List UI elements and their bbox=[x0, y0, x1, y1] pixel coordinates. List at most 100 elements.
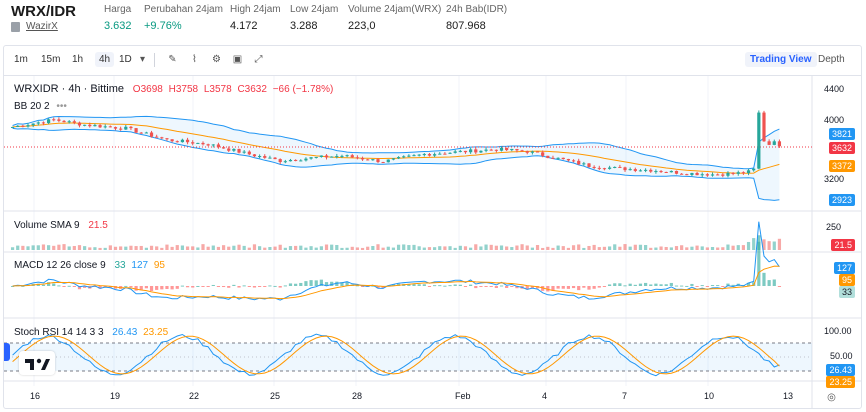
tab-trading-view[interactable]: Trading View bbox=[745, 52, 817, 67]
draw-pencil-icon[interactable]: ✎ bbox=[168, 54, 177, 65]
volume-bar bbox=[690, 246, 694, 250]
expand-panel-button[interactable] bbox=[4, 343, 10, 361]
exchange-link[interactable]: WazirX bbox=[26, 21, 58, 32]
macd-hist-bar bbox=[237, 286, 241, 288]
candle-body bbox=[149, 132, 154, 137]
volume-bar bbox=[314, 247, 318, 250]
macd-line-value: 127 bbox=[131, 260, 149, 271]
volume-bar bbox=[201, 244, 205, 250]
timeframe-1m[interactable]: 1m bbox=[14, 54, 28, 65]
candle-body bbox=[571, 160, 576, 162]
candle-body bbox=[232, 148, 236, 151]
x-axis-label: 25 bbox=[270, 391, 281, 401]
chart-panel[interactable]: 1m 15m 1h 4h 1D ▾ ✎ ⌇ ⚙ ▣ ⤢ Trading View… bbox=[3, 45, 862, 409]
macd-hist-bar bbox=[221, 286, 226, 288]
macd-hist-bar bbox=[304, 281, 308, 286]
volume-bar bbox=[170, 246, 174, 250]
macd-hist-bar bbox=[98, 286, 102, 289]
x-axis-label: 13 bbox=[783, 391, 794, 401]
candle-body bbox=[206, 144, 210, 146]
more-icon[interactable]: ••• bbox=[56, 101, 67, 112]
macd-hist-bar bbox=[268, 285, 272, 287]
candle-body bbox=[26, 125, 30, 127]
chart-toolbar: 1m 15m 1h 4h 1D ▾ ✎ ⌇ ⚙ ▣ ⤢ Trading View… bbox=[4, 46, 861, 76]
candle-body bbox=[93, 125, 97, 127]
auto-scale-icon[interactable]: ◎ bbox=[827, 392, 836, 403]
candle-body bbox=[324, 155, 329, 158]
volume-bar bbox=[211, 245, 215, 250]
save-icon[interactable]: ▣ bbox=[232, 54, 243, 65]
stoch-d-line bbox=[12, 335, 780, 375]
volume-bar bbox=[273, 246, 277, 250]
macd-hist-bar bbox=[571, 286, 576, 289]
volume-bar bbox=[674, 246, 679, 250]
volume-bar bbox=[566, 247, 571, 250]
candle-body bbox=[196, 142, 200, 144]
volume-bar bbox=[216, 246, 221, 250]
macd-hist-bar bbox=[160, 286, 164, 290]
stat-label: Low 24jam bbox=[290, 4, 339, 15]
macd-legend[interactable]: MACD 12 26 close 9 33 127 95 bbox=[14, 260, 165, 271]
macd-hist-bar bbox=[371, 285, 375, 287]
candle-body bbox=[731, 172, 735, 174]
macd-hist-bar bbox=[330, 281, 334, 286]
candle-body bbox=[227, 148, 231, 151]
bb-label: BB 20 2 bbox=[14, 101, 50, 112]
macd-hist-bar bbox=[242, 285, 246, 287]
tradingview-logo[interactable] bbox=[19, 351, 55, 375]
volume-bar bbox=[299, 245, 303, 250]
candle-body bbox=[170, 139, 174, 142]
candle-body bbox=[535, 151, 540, 153]
timeframe-1h[interactable]: 1h bbox=[72, 54, 84, 65]
x-axis-label: 19 bbox=[110, 391, 121, 401]
volume-bar bbox=[587, 245, 591, 250]
macd-hist-bar bbox=[644, 282, 648, 286]
volume-bar bbox=[252, 244, 257, 250]
x-axis-label: 7 bbox=[622, 391, 628, 401]
timeframe-4h[interactable]: 4h bbox=[95, 52, 115, 67]
x-axis-label: 16 bbox=[30, 391, 41, 401]
volume-bar bbox=[294, 245, 298, 250]
candle-body bbox=[119, 128, 123, 130]
macd-hist-bar bbox=[180, 285, 185, 287]
macd-hist-bar bbox=[474, 286, 478, 289]
bb-upper-line bbox=[12, 115, 780, 170]
volume-legend[interactable]: Volume SMA 9 21.5 bbox=[14, 220, 108, 231]
volume-bar bbox=[283, 247, 287, 250]
fullscreen-icon[interactable]: ⤢ bbox=[254, 54, 263, 65]
settings-gear-icon[interactable]: ⚙ bbox=[212, 54, 221, 65]
candle-body bbox=[319, 155, 323, 157]
timeframe-1d[interactable]: 1D bbox=[119, 54, 132, 65]
volume-bar bbox=[741, 245, 745, 250]
macd-hist-bar bbox=[283, 285, 287, 287]
volume-bar bbox=[263, 247, 267, 250]
tab-depth[interactable]: Depth bbox=[818, 54, 845, 65]
volume-bar bbox=[716, 247, 720, 250]
candle-body bbox=[72, 121, 76, 123]
candle-body bbox=[314, 156, 318, 158]
volume-bar bbox=[355, 247, 359, 250]
volume-bar bbox=[31, 245, 35, 250]
stoch-axis-label: 100.00 bbox=[824, 326, 852, 336]
chart-canvas[interactable] bbox=[4, 46, 861, 408]
volume-bar bbox=[10, 247, 15, 250]
volume-bar bbox=[726, 244, 730, 250]
candle-body bbox=[67, 121, 71, 123]
timeframe-15m[interactable]: 15m bbox=[41, 54, 61, 65]
macd-hist-bar bbox=[721, 286, 725, 287]
volume-bar bbox=[607, 246, 612, 250]
candle-body bbox=[618, 166, 622, 168]
indicators-icon[interactable]: ⌇ bbox=[192, 54, 197, 65]
volume-bar bbox=[520, 244, 524, 250]
volume-bar bbox=[381, 247, 385, 250]
stoch-legend[interactable]: Stoch RSI 14 14 3 3 26.43 23.25 bbox=[14, 327, 168, 338]
bb-legend[interactable]: BB 20 2 ••• bbox=[14, 101, 67, 112]
macd-hist-bar bbox=[227, 286, 231, 288]
macd-hist-bar bbox=[453, 284, 457, 286]
candle-body bbox=[448, 152, 452, 154]
macd-hist-bar bbox=[93, 286, 97, 288]
macd-hist-bar bbox=[505, 286, 509, 288]
macd-hist-bar bbox=[433, 285, 437, 287]
stat-label: 24h Bab(IDR) bbox=[446, 4, 508, 15]
chevron-down-icon[interactable]: ▾ bbox=[139, 54, 146, 65]
